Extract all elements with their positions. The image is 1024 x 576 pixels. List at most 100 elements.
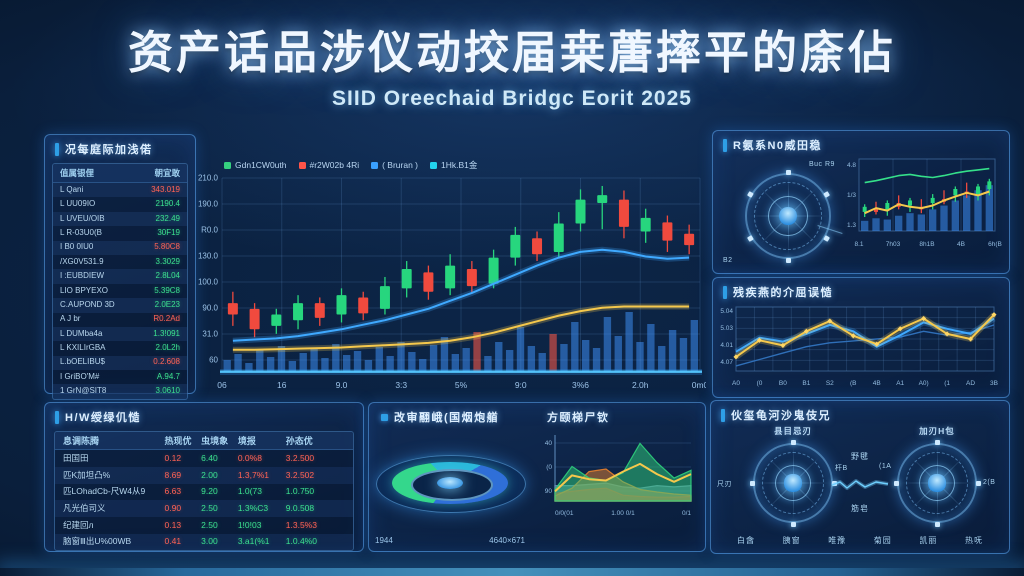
stats-column-label: 虫境象 [201, 435, 229, 446]
watchlist-row[interactable]: L R-03U0(B 30F19 [53, 226, 187, 240]
svg-text:31.0: 31.0 [202, 330, 218, 339]
link-bottom-label: 唯豫 [828, 536, 847, 545]
watchlist-symbol: C.AUPOND 3D [60, 299, 115, 309]
legend-label: 1Hk.B1金 [441, 160, 478, 170]
stats-name-cell: 纪建回л [63, 519, 94, 530]
gauge-node [893, 480, 899, 486]
stats-panel: H/W绶绿仉慥 息调陈腾 热现优 虫境象 境报 孙态优 田国田 0.12 6.40 0.0%8… [44, 402, 364, 552]
gauge-node [975, 480, 981, 486]
svg-text:A0): A0) [919, 380, 929, 387]
watchlist-row[interactable]: L DUMba4a 1.3!091 [53, 326, 187, 342]
table-row[interactable]: 纪建回л 0.13 2.50 1!0!03 1.3.5%3 [55, 517, 353, 534]
watchlist-row[interactable]: I GriBO'M# A.94.7 [53, 370, 187, 384]
svg-text:B0: B0 [779, 380, 787, 387]
stats-name-cell: 匹LOhadCb-尺W4从9 [63, 486, 146, 497]
watchlist-row[interactable]: A J br R0.2Ad [53, 313, 187, 327]
svg-text:210.0: 210.0 [198, 174, 219, 183]
stats-value-cell: 1.3%C3 [237, 502, 269, 513]
watchlist-symbol: I :EUBDIEW [60, 271, 105, 281]
table-row[interactable]: 匹LOhadCb-尺W4从9 6.63 9.20 1.0(73 1.0.750 [55, 484, 353, 501]
svg-text:3B: 3B [990, 380, 998, 387]
main-price-chart[interactable]: 210.0 190.0 R0.0 130.0 100.0 90.0 31.0 60 06 16 9.… [194, 166, 706, 396]
watchlist-row[interactable]: I B0 0IU0 5.80C8 [53, 240, 187, 255]
svg-text:1.00 0/1: 1.00 0/1 [611, 510, 635, 517]
stats-value-cell: 3.2.502 [285, 469, 315, 480]
watchlist-column-headers: 值属银俚 朝宜敢 [53, 164, 187, 183]
stats-value-cell: 1.3,7%1 [237, 469, 270, 480]
gauge-core-icon [928, 474, 946, 492]
legend-item[interactable]: 1Hk.B1金 [430, 159, 477, 171]
watchlist-value: A.94.7 [156, 371, 180, 381]
gauge-callout-label: Buc R9 [809, 161, 835, 168]
header-accent-bar [723, 138, 727, 152]
stats-value-cell: 8.69 [164, 469, 182, 480]
left-gauge-side-label: 杆B [835, 465, 848, 472]
watchlist-row[interactable]: L.bOELIBU$ 0.2.608 [53, 355, 187, 371]
table-row[interactable]: 匹K加坦凸% 8.69 2.00 1.3,7%1 3.2.502 [55, 466, 353, 484]
legend-item[interactable]: Gdn1CW0uth [224, 160, 287, 170]
legend-item[interactable]: #r2W02b 4Ri [298, 160, 360, 170]
stats-name-cell: 脑窗Ⅲ出U%00WB [63, 536, 132, 547]
watchlist-row[interactable]: C.AUPOND 3D 2.0E23 [53, 298, 187, 313]
link-bottom-labels: 白酓 胰窗 唯豫 菊园 凯丽 热呒 [711, 535, 1009, 546]
watchlist-row[interactable]: L Qani 343.019 [53, 183, 187, 198]
watchlist-row[interactable]: /XG0V531.9 3.3029 [53, 255, 187, 269]
table-row[interactable]: 田国田 0.12 6.40 0.0%8 3.2.500 [55, 450, 353, 467]
right-gauge-side-label: (1A [879, 463, 892, 470]
radar-gauge [745, 169, 831, 263]
svg-text:1.3: 1.3 [847, 222, 856, 229]
legend-item[interactable]: ( Bruran ) [371, 160, 418, 170]
stats-table: 息调陈腾 热现优 虫境象 境报 孙态优 田国田 0.12 6.40 0.0%8 3.2.500 匹… [54, 431, 354, 552]
left-link-gauge [749, 439, 837, 527]
svg-text:8.1: 8.1 [854, 241, 863, 248]
watchlist-value: 2.0E23 [154, 299, 180, 309]
gauge-core-icon [778, 206, 798, 226]
bottom-edge-glow [0, 568, 1024, 576]
watchlist-value: 1.3!091 [153, 328, 180, 338]
legend-label: #r2W02b 4Ri [309, 160, 360, 170]
header-accent-bar [721, 408, 725, 422]
watchlist-symbol: I B0 0IU0 [60, 242, 94, 252]
watchlist-row[interactable]: 1 GrN@SIT8 3.0610 [53, 384, 187, 399]
watchlist-panel: 况每庭际加浅偌 值属银俚 朝宜敢 L Qani 343.019 L UU09IO 21… [44, 134, 196, 400]
table-row[interactable]: 脑窗Ⅲ出U%00WB 0.41 3.00 3.a1(%1 1.0.4%0 [55, 533, 353, 551]
watchlist-row[interactable]: LIO BPYEXO 5.39C8 [53, 284, 187, 298]
radial-panel-header: 改审翮峨(国烟炮艏 [371, 403, 509, 428]
watchlist-row[interactable]: L UU09IO 2190.4 [53, 197, 187, 211]
table-row[interactable]: 凡光伯司义 0.90 2.50 1.3%C3 9.0.508 [55, 500, 353, 517]
stats-panel-title: H/W绶绿仉慥 [65, 412, 141, 424]
stats-value-cell: 2.50 [201, 502, 218, 513]
trend-panel-title: 残疾燕的介屈误慥 [733, 287, 833, 299]
legend-label: Gdn1CW0uth [235, 160, 287, 170]
svg-text:(B: (B [850, 380, 857, 387]
watchlist-value: 30F19 [157, 227, 180, 237]
watchlist-symbol: 1 GrN@SIT8 [60, 386, 107, 396]
svg-text:1/3: 1/3 [847, 192, 856, 199]
flow-area-chart: 40 (0 90 0/0(01 1.00 0/1 0/1 [545, 435, 692, 517]
watchlist-symbol: A J br [60, 314, 81, 324]
watchlist-row[interactable]: L UVEU/OIB 232.49 [53, 211, 187, 227]
watchlist-table: 值属银俚 朝宜敢 L Qani 343.019 L UU09IO 2190.4 L UV… [52, 163, 188, 400]
watchlist-value: 232.49 [155, 213, 180, 223]
watchlist-value: 0.2.608 [153, 357, 180, 367]
watchlist-row[interactable]: L KXILIrGBA 2.0L2h [53, 341, 187, 355]
gauge-dashed-ring [754, 182, 822, 250]
svg-text:8h1B: 8h1B [919, 241, 934, 248]
link-panel-header: 伙玺龟河沙鬼伎兄 [711, 401, 1009, 426]
watchlist-symbol: L DUMba4a [60, 328, 103, 338]
disc-core [437, 477, 463, 489]
page-subtitle: SIID Oreechaid Bridgc Eorit 2025 [332, 87, 692, 110]
page-title: 资产话品涉仪动挍届桒蓎摔平的庩佔 [127, 27, 896, 78]
stats-name-cell: 田国田 [63, 452, 89, 463]
mini-ohlc-chart: 4.8 1/3 1.3 8.1 7h03 8h1B 4B 6h(B [847, 158, 1002, 248]
link-middle-label-top: 野毽 [851, 452, 869, 461]
area-panel-title: 方颐梯尸钦 [547, 412, 610, 424]
watchlist-row[interactable]: I :EUBDIEW 2.8L04 [53, 269, 187, 284]
watchlist-symbol: L Qani [60, 184, 84, 194]
svg-text:B1: B1 [802, 380, 810, 387]
gauge-dashed-ring [761, 451, 825, 515]
watchlist-value: 2.8L04 [155, 271, 180, 281]
watchlist-value: 2190.4 [155, 199, 180, 209]
link-bottom-label: 胰窗 [782, 536, 801, 545]
